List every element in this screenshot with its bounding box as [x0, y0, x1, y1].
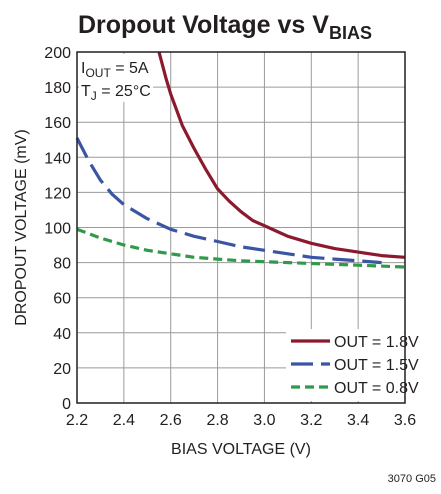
series-line	[157, 51, 406, 259]
y-tick-label: 180	[44, 80, 71, 97]
y-tick-label: 40	[53, 326, 71, 343]
series-line	[76, 227, 406, 269]
grid	[77, 52, 405, 403]
y-tick-label: 160	[44, 115, 71, 132]
tj-prefix: T	[81, 83, 91, 100]
y-tick-label: 20	[53, 361, 71, 378]
x-tick-label: 2.2	[66, 412, 88, 429]
iout-value: = 5A	[111, 60, 149, 77]
conditions-box: IOUT = 5A TJ = 25°C	[79, 54, 153, 103]
tick-labels: 2.2 2.4 2.6 2.8 3.0 3.2 3.4 3.6 0 20 40 60 80 100 120 1…	[44, 45, 416, 429]
y-tick-label: 200	[44, 45, 71, 62]
y-axis-label: DROPOUT VOLTAGE (mV)	[13, 129, 30, 325]
conditions-background	[79, 54, 153, 102]
figure-code: 3070 G05	[388, 473, 436, 485]
x-tick-label: 3.2	[300, 412, 322, 429]
y-tick-label: 0	[62, 396, 71, 413]
series-line	[75, 137, 382, 265]
iout-sub: OUT	[85, 66, 111, 80]
legend: OUT = 1.8V OUT = 1.5V OUT = 0.8V	[286, 329, 419, 401]
chart-title: Dropout Voltage vs VBIAS	[78, 11, 372, 43]
y-tick-label: 80	[53, 256, 71, 273]
x-tick-label: 3.4	[347, 412, 369, 429]
legend-label: OUT = 1.8V	[334, 334, 419, 351]
tj-value: = 25°C	[97, 83, 151, 100]
x-tick-label: 3.0	[253, 412, 275, 429]
tj-sub: J	[91, 89, 97, 103]
y-tick-label: 100	[44, 221, 71, 238]
iout-prefix: I	[81, 60, 85, 77]
x-tick-label: 3.6	[394, 412, 416, 429]
condition-tj: TJ = 25°C	[81, 83, 151, 103]
x-tick-label: 2.4	[113, 412, 135, 429]
series-layer	[75, 51, 406, 269]
legend-label: OUT = 1.5V	[334, 357, 419, 374]
legend-label: OUT = 0.8V	[334, 380, 419, 397]
y-tick-label: 120	[44, 185, 71, 202]
x-tick-label: 2.8	[206, 412, 228, 429]
y-tick-label: 140	[44, 150, 71, 167]
x-axis-label: BIAS VOLTAGE (V)	[171, 441, 311, 458]
condition-iout: IOUT = 5A	[81, 60, 149, 80]
plot-frame	[76, 51, 406, 404]
x-tick-label: 2.6	[160, 412, 182, 429]
y-tick-label: 60	[53, 291, 71, 308]
chart-title-subscript: BIAS	[329, 23, 372, 43]
chart-title-main: Dropout Voltage vs V	[78, 11, 329, 39]
